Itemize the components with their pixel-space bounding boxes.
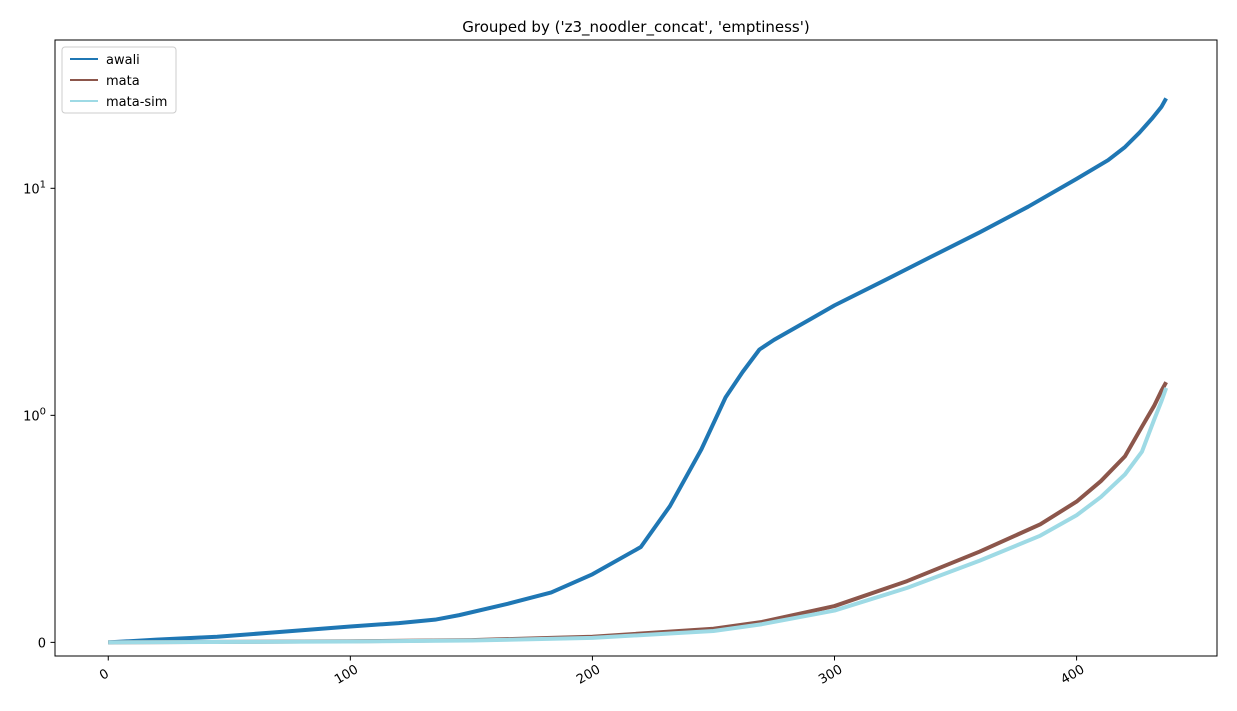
- y-tick-label: 100: [23, 406, 46, 424]
- chart-title: Grouped by ('z3_noodler_concat', 'emptin…: [462, 18, 809, 37]
- legend-box: [61, 46, 177, 114]
- legend-label-awali: awali: [106, 53, 140, 68]
- legend-label-mata-sim: mata-sim: [106, 95, 167, 110]
- legend: awali mata mata-sim: [61, 46, 177, 114]
- y-tick-label: 0: [38, 636, 46, 651]
- plot-frame: [54, 39, 1218, 657]
- series-line-awali: [108, 97, 1168, 645]
- y-axis: 0 100 101: [23, 179, 55, 651]
- series-layer: [108, 97, 1169, 645]
- y-tick-label: 101: [23, 179, 46, 197]
- legend-label-mata: mata: [106, 74, 140, 89]
- series-line-mata-sim: [108, 387, 1169, 645]
